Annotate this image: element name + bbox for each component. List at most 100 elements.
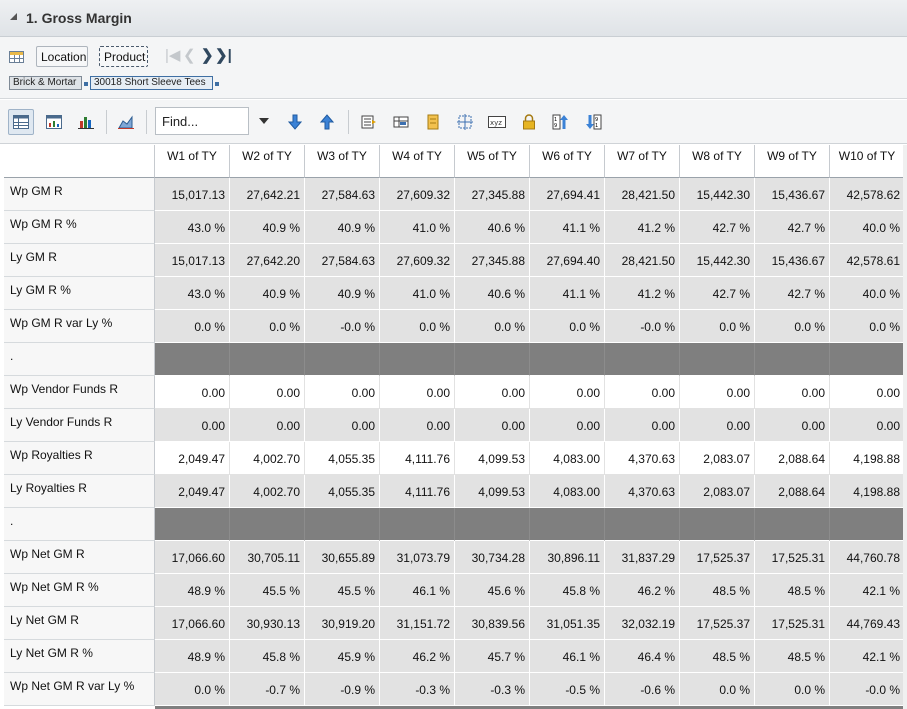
data-cell[interactable]: 30,930.13	[230, 607, 305, 640]
data-cell[interactable]: 48.9 %	[155, 574, 230, 607]
data-cell[interactable]: 48.5 %	[755, 574, 830, 607]
data-cell[interactable]: 0.0 %	[755, 673, 830, 706]
data-cell[interactable]: 30,839.56	[455, 607, 530, 640]
find-previous-button[interactable]	[314, 109, 340, 135]
data-cell[interactable]: 15,442.30	[680, 178, 755, 211]
data-cell[interactable]: 28,421.50	[605, 244, 680, 277]
data-cell[interactable]: 42.7 %	[755, 277, 830, 310]
data-cell[interactable]: 15,442.30	[680, 244, 755, 277]
data-cell[interactable]: 0.00	[155, 409, 230, 442]
xyz-button[interactable]: xyz	[484, 109, 510, 135]
column-header[interactable]: W1 of TY	[155, 145, 230, 178]
data-cell[interactable]: 4,055.35	[305, 475, 380, 508]
data-cell[interactable]: 27,584.63	[305, 178, 380, 211]
data-cell[interactable]: 42,578.62	[830, 178, 905, 211]
data-cell[interactable]: 46.1 %	[380, 574, 455, 607]
data-cell[interactable]: 2,049.47	[155, 442, 230, 475]
data-cell[interactable]: 15,436.67	[755, 244, 830, 277]
data-cell[interactable]: 40.0 %	[830, 277, 905, 310]
row-header[interactable]: Wp Net GM R %	[4, 574, 155, 607]
column-header[interactable]: W8 of TY	[680, 145, 755, 178]
data-cell[interactable]: 4,002.70	[230, 442, 305, 475]
data-cell[interactable]: 40.9 %	[230, 277, 305, 310]
data-cell[interactable]: 0.0 %	[155, 310, 230, 343]
data-cell[interactable]: 0.00	[530, 376, 605, 409]
data-cell[interactable]: 2,083.07	[680, 475, 755, 508]
column-header[interactable]: W3 of TY	[305, 145, 380, 178]
data-cell[interactable]: 0.00	[755, 376, 830, 409]
data-cell[interactable]: 40.6 %	[455, 211, 530, 244]
data-cell[interactable]: 48.9 %	[155, 640, 230, 673]
data-cell[interactable]: 4,083.00	[530, 442, 605, 475]
data-cell[interactable]: 27,694.41	[530, 178, 605, 211]
data-cell[interactable]: 48.5 %	[755, 640, 830, 673]
data-cell[interactable]: 40.9 %	[305, 277, 380, 310]
data-cell[interactable]: 0.00	[455, 376, 530, 409]
column-header[interactable]: W6 of TY	[530, 145, 605, 178]
data-cell[interactable]: 15,436.67	[755, 178, 830, 211]
collapse-triangle-icon[interactable]	[10, 13, 17, 20]
grid-chart-view-button[interactable]	[41, 109, 67, 135]
data-cell[interactable]: 4,055.35	[305, 442, 380, 475]
lock-button[interactable]	[516, 109, 542, 135]
data-cell[interactable]: 2,083.07	[680, 442, 755, 475]
data-cell[interactable]: -0.6 %	[605, 673, 680, 706]
data-cell[interactable]: 0.00	[305, 409, 380, 442]
data-cell[interactable]: 42.1 %	[830, 640, 905, 673]
data-cell[interactable]: 0.0 %	[455, 310, 530, 343]
data-cell[interactable]: 0.0 %	[680, 310, 755, 343]
data-cell[interactable]: 0.00	[755, 409, 830, 442]
data-cell[interactable]: 46.1 %	[530, 640, 605, 673]
data-cell[interactable]: 48.5 %	[680, 574, 755, 607]
data-cell[interactable]: 30,919.20	[305, 607, 380, 640]
split-button[interactable]	[452, 109, 478, 135]
data-cell[interactable]: 43.0 %	[155, 277, 230, 310]
find-next-button[interactable]	[282, 109, 308, 135]
data-cell[interactable]: 44,760.78	[830, 541, 905, 574]
data-cell[interactable]: -0.7 %	[230, 673, 305, 706]
data-cell[interactable]: 28,421.50	[605, 178, 680, 211]
breadcrumb-product[interactable]: 30018 Short Sleeve Tees	[90, 76, 213, 90]
data-cell[interactable]: 0.00	[380, 409, 455, 442]
data-cell[interactable]: 46.2 %	[605, 574, 680, 607]
row-header[interactable]: .	[4, 343, 155, 376]
data-cell[interactable]: 45.8 %	[530, 574, 605, 607]
data-cell[interactable]: 45.8 %	[230, 640, 305, 673]
data-cell[interactable]: 4,111.76	[380, 475, 455, 508]
data-cell[interactable]: 0.0 %	[680, 673, 755, 706]
data-cell[interactable]: 0.00	[830, 376, 905, 409]
data-cell[interactable]: 4,198.88	[830, 442, 905, 475]
data-cell[interactable]: 17,066.60	[155, 607, 230, 640]
data-cell[interactable]: 0.00	[380, 376, 455, 409]
data-cell[interactable]: 4,111.76	[380, 442, 455, 475]
data-cell[interactable]: 45.6 %	[455, 574, 530, 607]
data-cell[interactable]: -0.0 %	[830, 673, 905, 706]
data-cell[interactable]: 32,032.19	[605, 607, 680, 640]
data-cell[interactable]: 30,655.89	[305, 541, 380, 574]
data-cell[interactable]: 4,370.63	[605, 475, 680, 508]
row-header[interactable]: Ly GM R	[4, 244, 155, 277]
row-header[interactable]: Ly Net GM R %	[4, 640, 155, 673]
data-cell[interactable]: 27,694.40	[530, 244, 605, 277]
breadcrumb-location[interactable]: Brick & Mortar	[9, 76, 82, 90]
next-page-icon[interactable]: ❯	[201, 47, 214, 64]
data-cell[interactable]: 0.00	[830, 409, 905, 442]
data-cell[interactable]: 4,083.00	[530, 475, 605, 508]
horizontal-scroll-edge[interactable]	[903, 145, 907, 709]
data-cell[interactable]: 0.0 %	[230, 310, 305, 343]
columns-button[interactable]	[388, 109, 414, 135]
data-cell[interactable]: 31,051.35	[530, 607, 605, 640]
data-cell[interactable]: 44,769.43	[830, 607, 905, 640]
row-header[interactable]: Wp GM R %	[4, 211, 155, 244]
data-cell[interactable]: 4,198.88	[830, 475, 905, 508]
data-cell[interactable]: 15,017.13	[155, 244, 230, 277]
row-header[interactable]: Ly Net GM R	[4, 607, 155, 640]
data-cell[interactable]: 2,088.64	[755, 442, 830, 475]
data-cell[interactable]: 27,609.32	[380, 244, 455, 277]
data-cell[interactable]: 4,002.70	[230, 475, 305, 508]
column-header[interactable]: W2 of TY	[230, 145, 305, 178]
row-header[interactable]: Ly Royalties R	[4, 475, 155, 508]
row-header[interactable]: Wp Vendor Funds R	[4, 376, 155, 409]
